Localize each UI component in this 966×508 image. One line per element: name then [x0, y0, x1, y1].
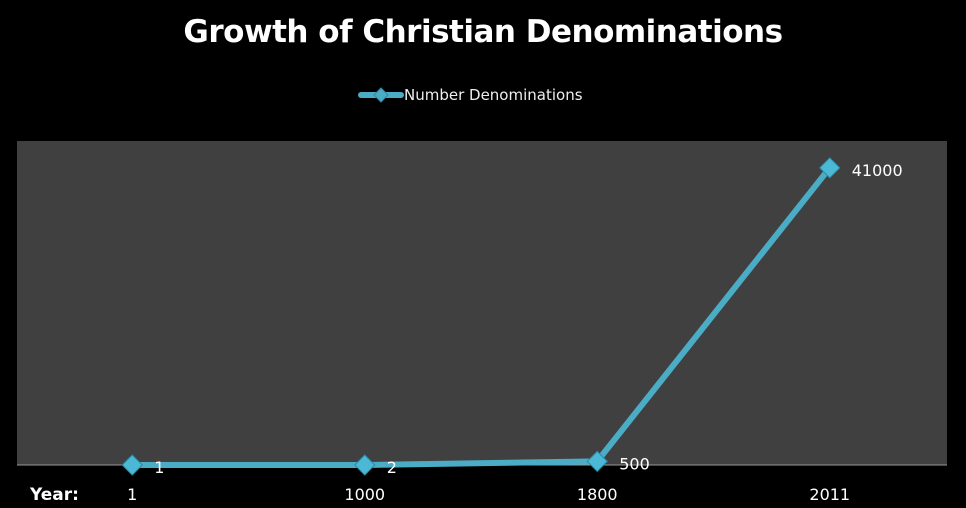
data-label: 41000 [852, 161, 903, 180]
legend: Number Denominations [358, 85, 583, 105]
legend-line-marker-icon [358, 87, 404, 103]
data-label: 1 [154, 458, 164, 477]
x-tick-label: 1800 [577, 485, 618, 504]
x-tick-label: 1 [127, 485, 137, 504]
series-line [132, 165, 833, 468]
x-tick-label: 2011 [809, 485, 850, 504]
plot-area [17, 141, 947, 465]
data-point-marker [819, 157, 841, 179]
data-point-marker [354, 454, 376, 476]
data-point-marker [586, 450, 608, 473]
x-tick-label: 1000 [344, 485, 385, 504]
legend-label: Number Denominations [404, 86, 583, 104]
chart-title: Growth of Christian Denominations [183, 14, 783, 50]
data-label: 500 [619, 454, 650, 473]
data-point-marker [121, 454, 143, 476]
x-axis-label: Year: [29, 485, 79, 505]
data-label: 2 [387, 458, 397, 477]
